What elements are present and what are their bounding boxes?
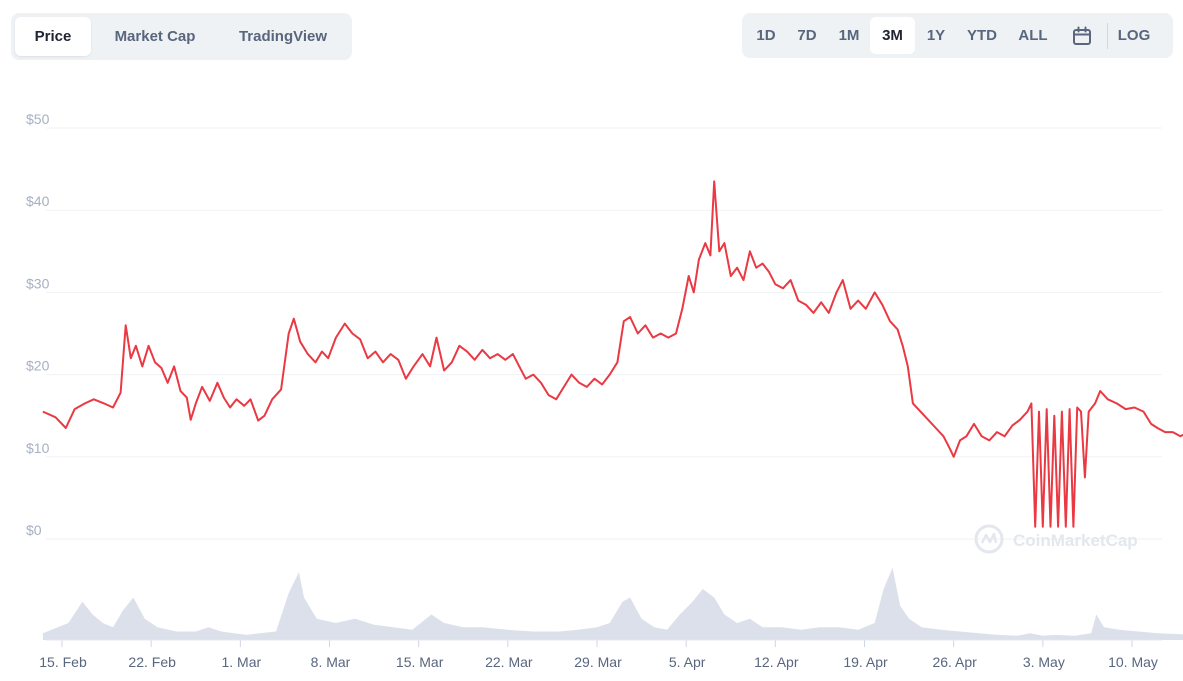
calendar-icon: [1073, 26, 1091, 45]
calendar-button[interactable]: [1059, 17, 1105, 54]
x-tick-label: 15. Feb: [39, 654, 87, 670]
x-tick-label: 26. Apr: [932, 654, 977, 670]
x-tick-label: 19. Apr: [843, 654, 888, 670]
tab-tradingview[interactable]: TradingView: [238, 28, 328, 45]
x-tick-label: 8. Mar: [311, 654, 351, 670]
volume-series: [42, 567, 1183, 640]
x-tick-label: 5. Apr: [669, 654, 706, 670]
chart-type-tabs: Price Market Cap TradingView: [11, 13, 352, 60]
range-7d-button[interactable]: 7D: [797, 27, 817, 44]
price-series: [42, 180, 1183, 528]
tab-market-cap[interactable]: Market Cap: [114, 28, 196, 45]
coinmarketcap-logo-icon: [974, 524, 1004, 554]
x-tick-label: 29. Mar: [574, 654, 622, 670]
volume-area: [42, 567, 1183, 640]
watermark: CoinMarketCap: [974, 524, 1138, 554]
y-axis: $0 $10 $20 $30 $40 $50: [26, 111, 50, 538]
y-tick-label: $50: [26, 111, 50, 127]
x-tick-label: 15. Mar: [396, 654, 444, 670]
coinmarketcap-logo-mark: [980, 532, 998, 544]
x-axis: 15. Feb 22. Feb 1. Mar 8. Mar 15. Mar 22. Mar…: [39, 639, 1162, 670]
log-scale-button[interactable]: LOG: [1117, 27, 1151, 44]
x-tick-label: 10. May: [1108, 654, 1158, 670]
y-tick-label: $0: [26, 522, 42, 538]
x-tick-label: 22. Mar: [485, 654, 533, 670]
y-tick-label: $20: [26, 358, 50, 374]
range-1y-button[interactable]: 1Y: [926, 27, 946, 44]
y-tick-label: $10: [26, 440, 50, 456]
range-1d-button[interactable]: 1D: [756, 27, 776, 44]
x-tick-label: 3. May: [1023, 654, 1065, 670]
y-tick-label: $30: [26, 275, 50, 291]
range-3m-button[interactable]: 3M: [870, 17, 915, 54]
range-1m-button[interactable]: 1M: [838, 27, 860, 44]
time-range-selector: 1D 7D 1M 3M 1Y YTD ALL LOG: [742, 13, 1173, 58]
grid-lines: [46, 127, 1162, 540]
x-tick-label: 22. Feb: [128, 654, 176, 670]
price-line: [42, 180, 1183, 528]
range-ytd-button[interactable]: YTD: [967, 27, 997, 44]
watermark-text: CoinMarketCap: [1013, 531, 1138, 550]
divider: [1107, 22, 1108, 49]
tab-price[interactable]: Price: [15, 17, 91, 56]
range-all-button[interactable]: ALL: [1018, 27, 1048, 44]
y-tick-label: $40: [26, 193, 50, 209]
x-tick-label: 1. Mar: [221, 654, 261, 670]
x-tick-label: 12. Apr: [754, 654, 799, 670]
